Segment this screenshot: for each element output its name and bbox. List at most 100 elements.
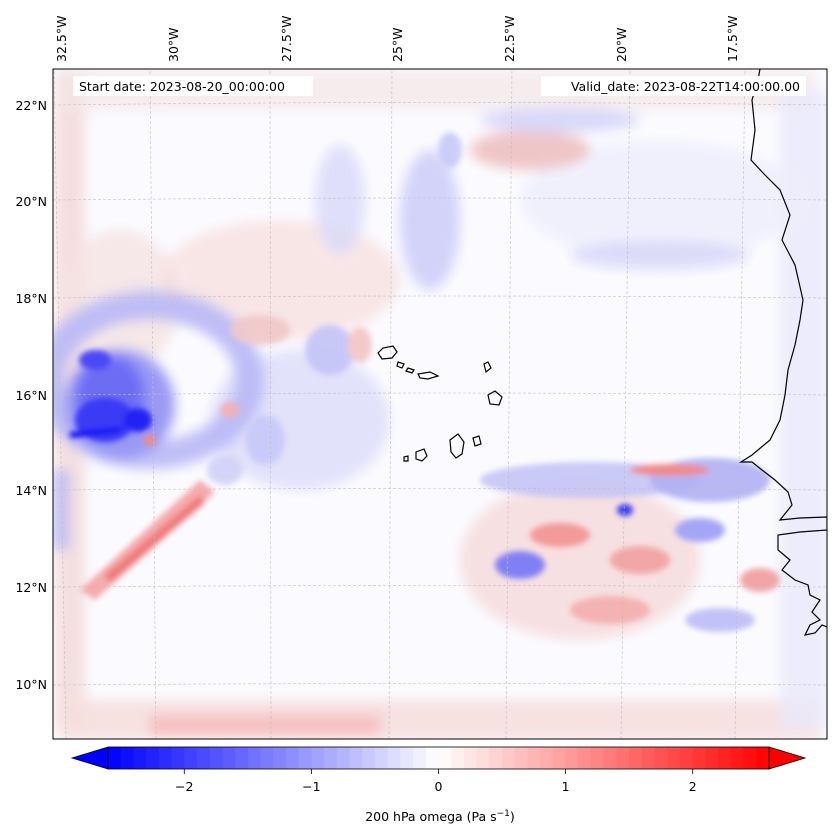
colorbar-min-extension (70, 746, 109, 770)
colorbar-step (667, 747, 681, 769)
lat-label: 14°N (15, 483, 47, 498)
island-sao-nicolau (417, 371, 440, 380)
colorbar-tick-label: 1 (562, 779, 570, 794)
lat-label: 22°N (15, 98, 47, 113)
colorbar-step (158, 747, 173, 769)
colorbar-step (451, 747, 465, 769)
colorbar-step (222, 747, 236, 769)
lat-label: 12°N (15, 580, 47, 595)
colorbar-step (730, 747, 745, 769)
colorbar-step (146, 747, 160, 769)
lon-label: 32.5°W (54, 16, 69, 62)
island-boa-vista (487, 390, 503, 406)
colorbar-step (552, 747, 567, 769)
colorbar-step (718, 747, 732, 769)
colorbar-tick-label: −2 (175, 779, 193, 794)
colorbar-step (502, 747, 516, 769)
colorbar-step (349, 747, 363, 769)
start-date-label: Start date: 2023-08-20_00:00:00 (79, 79, 285, 94)
island-sao-vicente (396, 361, 405, 369)
colorbar-step (527, 747, 541, 769)
colorbar-step (680, 747, 694, 769)
valid-date-label: Valid_date: 2023-08-22T14:00:00.00 (571, 79, 800, 94)
colorbar-step (489, 747, 503, 769)
longitude-labels: 32.5°W 30°W 27.5°W 25°W 22.5°W 20°W 17.5°W (54, 16, 740, 62)
lon-label: 30°W (166, 27, 181, 62)
island-santa-luzia (405, 367, 415, 374)
lat-label: 16°N (15, 388, 47, 403)
africa-coastline (738, 69, 827, 636)
island-sal (483, 361, 492, 374)
colorbar-step (108, 747, 122, 769)
colorbar-step (438, 747, 452, 769)
colorbar-step (120, 747, 135, 769)
map-frame (52, 68, 828, 740)
colorbar-step (654, 747, 668, 769)
colorbar-step (133, 747, 147, 769)
colorbar-step (603, 747, 618, 769)
colorbar-step (705, 747, 719, 769)
colorbar-step (616, 747, 630, 769)
colorbar-tick-label: −1 (302, 779, 320, 794)
colorbar-step (235, 747, 249, 769)
colorbar-step (743, 747, 757, 769)
lat-label: 18°N (15, 291, 47, 306)
colorbar-step (540, 747, 554, 769)
lat-label: 10°N (15, 677, 47, 692)
colorbar-step (565, 747, 579, 769)
colorbar-step (273, 747, 287, 769)
colorbar-ticks: −2 −1 0 1 2 (175, 769, 697, 794)
colorbar-step (578, 747, 592, 769)
colorbar-step (514, 747, 529, 769)
colorbar-tick-label: 2 (689, 779, 697, 794)
colorbar: −2 −1 0 1 2 200 hPa omega (Pa s−1) (70, 746, 807, 824)
colorbar-max-extension (768, 746, 807, 770)
colorbar-step (298, 747, 312, 769)
lon-label: 25°W (390, 27, 405, 62)
colorbar-step (311, 747, 325, 769)
colorbar-step (476, 747, 490, 769)
lon-label: 17.5°W (725, 16, 740, 62)
lon-label: 22.5°W (502, 16, 517, 62)
map-panel: Start date: 2023-08-20_00:00:00 Valid_da… (52, 68, 828, 740)
island-brava (403, 455, 409, 462)
colorbar-step (374, 747, 389, 769)
colorbar-step (209, 747, 223, 769)
island-santo-antao (377, 345, 398, 360)
colorbar-step (591, 747, 605, 769)
colorbar-step (362, 747, 376, 769)
latitude-labels: 22°N 20°N 18°N 16°N 14°N 12°N 10°N (15, 98, 47, 692)
island-santiago (449, 433, 465, 459)
colorbar-step (756, 747, 770, 769)
colorbar-step (196, 747, 211, 769)
colorbar-step (260, 747, 274, 769)
colorbar-step (425, 747, 440, 769)
colorbar-step (387, 747, 401, 769)
colorbar-step (247, 747, 262, 769)
colorbar-step (400, 747, 414, 769)
omega-field (53, 70, 827, 739)
colorbar-step (184, 747, 198, 769)
valid-date-box (541, 76, 806, 96)
colorbar-gradient (108, 747, 770, 769)
coastlines (377, 69, 827, 636)
island-maio (472, 435, 482, 447)
graticule (53, 69, 827, 739)
colorbar-step (463, 747, 478, 769)
colorbar-step (413, 747, 427, 769)
colorbar-step (629, 747, 643, 769)
island-fogo (415, 448, 428, 462)
colorbar-step (285, 747, 300, 769)
lat-label: 20°N (15, 194, 47, 209)
colorbar-step (324, 747, 338, 769)
colorbar-label: 200 hPa omega (Pa s−1) (365, 809, 515, 824)
start-date-box (73, 76, 313, 96)
colorbar-tick-label: 0 (435, 779, 443, 794)
colorbar-step (171, 747, 185, 769)
colorbar-step (336, 747, 351, 769)
lon-label: 27.5°W (279, 16, 294, 62)
colorbar-step (692, 747, 707, 769)
colorbar-step (641, 747, 656, 769)
lon-label: 20°W (614, 27, 629, 62)
